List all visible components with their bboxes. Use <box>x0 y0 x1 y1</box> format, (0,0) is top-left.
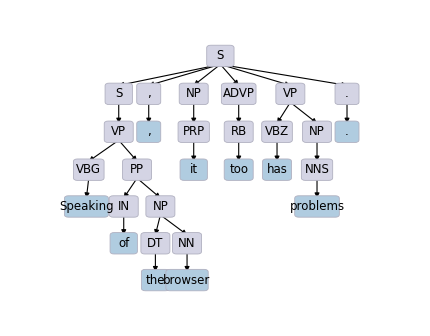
FancyBboxPatch shape <box>224 121 253 142</box>
FancyBboxPatch shape <box>276 83 305 104</box>
Text: NP: NP <box>153 200 168 213</box>
FancyBboxPatch shape <box>263 159 292 180</box>
Text: ,: , <box>147 87 150 100</box>
FancyBboxPatch shape <box>178 121 209 142</box>
FancyBboxPatch shape <box>179 83 208 104</box>
FancyBboxPatch shape <box>180 159 207 180</box>
FancyBboxPatch shape <box>123 159 151 180</box>
FancyBboxPatch shape <box>109 196 138 217</box>
Text: Speaking: Speaking <box>59 200 114 213</box>
Text: NN: NN <box>178 237 196 250</box>
FancyBboxPatch shape <box>335 121 359 142</box>
Text: NP: NP <box>309 125 325 138</box>
FancyBboxPatch shape <box>221 83 256 104</box>
Text: IN: IN <box>118 200 130 213</box>
FancyBboxPatch shape <box>262 121 292 142</box>
Text: NNS: NNS <box>304 163 329 176</box>
FancyBboxPatch shape <box>303 121 332 142</box>
Text: browser: browser <box>163 274 211 287</box>
Text: has: has <box>267 163 288 176</box>
Text: DT: DT <box>147 237 163 250</box>
Text: VBG: VBG <box>76 163 101 176</box>
Text: PP: PP <box>130 163 144 176</box>
FancyBboxPatch shape <box>295 196 339 217</box>
Text: ,: , <box>147 125 150 138</box>
Text: NP: NP <box>186 87 202 100</box>
Text: PRP: PRP <box>183 125 205 138</box>
FancyBboxPatch shape <box>105 83 132 104</box>
Text: it: it <box>190 163 198 176</box>
FancyBboxPatch shape <box>64 196 108 217</box>
FancyBboxPatch shape <box>137 83 161 104</box>
Text: the: the <box>146 274 165 287</box>
FancyBboxPatch shape <box>141 233 170 254</box>
Text: VP: VP <box>111 125 126 138</box>
FancyBboxPatch shape <box>141 269 169 291</box>
Text: .: . <box>345 87 349 100</box>
Text: problems: problems <box>289 200 344 213</box>
FancyBboxPatch shape <box>207 45 234 67</box>
Text: VBZ: VBZ <box>265 125 289 138</box>
FancyBboxPatch shape <box>110 233 138 254</box>
Text: too: too <box>229 163 248 176</box>
FancyBboxPatch shape <box>224 159 253 180</box>
FancyBboxPatch shape <box>146 196 175 217</box>
FancyBboxPatch shape <box>172 233 202 254</box>
Text: S: S <box>217 49 224 62</box>
FancyBboxPatch shape <box>137 121 161 142</box>
Text: of: of <box>118 237 129 250</box>
Text: ADVP: ADVP <box>223 87 255 100</box>
Text: .: . <box>345 125 349 138</box>
Text: RB: RB <box>230 125 247 138</box>
Text: S: S <box>115 87 123 100</box>
FancyBboxPatch shape <box>166 269 208 291</box>
Text: VP: VP <box>283 87 298 100</box>
FancyBboxPatch shape <box>74 159 104 180</box>
FancyBboxPatch shape <box>104 121 133 142</box>
FancyBboxPatch shape <box>301 159 333 180</box>
FancyBboxPatch shape <box>335 83 359 104</box>
